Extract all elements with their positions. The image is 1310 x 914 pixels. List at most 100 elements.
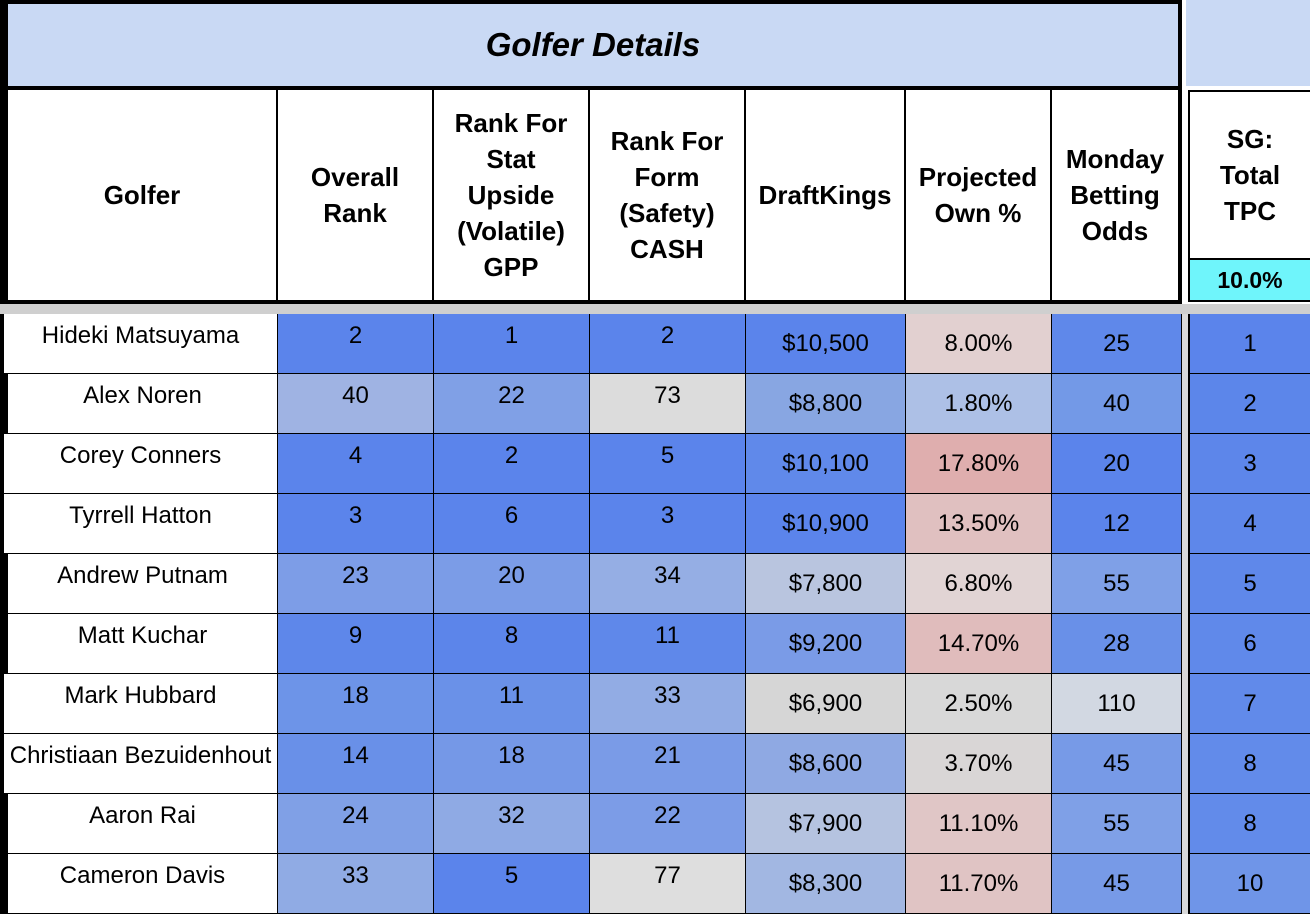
draftkings-salary-cell[interactable]: $7,800	[746, 554, 906, 614]
stat-rank-cell[interactable]: 8	[434, 614, 590, 674]
projected-own-cell[interactable]: 11.70%	[906, 854, 1052, 914]
draftkings-salary-cell[interactable]: $8,800	[746, 374, 906, 434]
overall-rank-cell[interactable]: 14	[278, 734, 434, 794]
sg-total-cell[interactable]: 8	[1188, 734, 1310, 794]
sg-total-cell[interactable]: 1	[1188, 314, 1310, 374]
golfer-name-cell[interactable]: Hideki Matsuyama	[0, 314, 278, 374]
stat-rank-cell[interactable]: 2	[434, 434, 590, 494]
draftkings-salary-cell[interactable]: $10,900	[746, 494, 906, 554]
column-gap	[1182, 674, 1188, 734]
column-gap	[1182, 374, 1188, 434]
draftkings-salary-cell[interactable]: $8,600	[746, 734, 906, 794]
overall-rank-cell[interactable]: 4	[278, 434, 434, 494]
table-row: Alex Noren 40 22 73 $8,800 1.80% 40 2	[0, 374, 1310, 434]
monday-odds-cell[interactable]: 55	[1052, 794, 1182, 854]
column-gap	[1182, 314, 1188, 374]
stat-rank-cell[interactable]: 20	[434, 554, 590, 614]
form-rank-cell[interactable]: 34	[590, 554, 746, 614]
title-bar[interactable]: Golfer Details	[0, 0, 1182, 90]
projected-own-cell[interactable]: 11.10%	[906, 794, 1052, 854]
sg-total-cell[interactable]: 2	[1188, 374, 1310, 434]
header-rank-form[interactable]: Rank For Form (Safety) CASH	[590, 90, 746, 304]
overall-rank-cell[interactable]: 3	[278, 494, 434, 554]
column-gap	[1182, 794, 1188, 854]
golfer-name-cell[interactable]: Christiaan Bezuidenhout	[0, 734, 278, 794]
table-row: Hideki Matsuyama 2 1 2 $10,500 8.00% 25 1	[0, 314, 1310, 374]
column-gap	[1182, 554, 1188, 614]
stat-rank-cell[interactable]: 22	[434, 374, 590, 434]
table-row: Mark Hubbard 18 11 33 $6,900 2.50% 110 7	[0, 674, 1310, 734]
overall-rank-cell[interactable]: 33	[278, 854, 434, 914]
draftkings-salary-cell[interactable]: $9,200	[746, 614, 906, 674]
overall-rank-cell[interactable]: 2	[278, 314, 434, 374]
golfer-name-cell[interactable]: Cameron Davis	[0, 854, 278, 914]
golfer-name-cell[interactable]: Alex Noren	[0, 374, 278, 434]
stat-rank-cell[interactable]: 32	[434, 794, 590, 854]
form-rank-cell[interactable]: 2	[590, 314, 746, 374]
stat-rank-cell[interactable]: 18	[434, 734, 590, 794]
header-projected-own[interactable]: Projected Own %	[906, 90, 1052, 304]
form-rank-cell[interactable]: 5	[590, 434, 746, 494]
monday-odds-cell[interactable]: 25	[1052, 314, 1182, 374]
form-rank-cell[interactable]: 21	[590, 734, 746, 794]
draftkings-salary-cell[interactable]: $7,900	[746, 794, 906, 854]
header-monday-odds[interactable]: Monday Betting Odds	[1052, 90, 1182, 304]
projected-own-cell[interactable]: 1.80%	[906, 374, 1052, 434]
projected-own-cell[interactable]: 8.00%	[906, 314, 1052, 374]
sg-total-cell[interactable]: 4	[1188, 494, 1310, 554]
monday-odds-cell[interactable]: 28	[1052, 614, 1182, 674]
draftkings-salary-cell[interactable]: $10,100	[746, 434, 906, 494]
golfer-name-cell[interactable]: Aaron Rai	[0, 794, 278, 854]
projected-own-cell[interactable]: 13.50%	[906, 494, 1052, 554]
form-rank-cell[interactable]: 77	[590, 854, 746, 914]
monday-odds-cell[interactable]: 45	[1052, 734, 1182, 794]
header-golfer[interactable]: Golfer	[0, 90, 278, 304]
header-draftkings[interactable]: DraftKings	[746, 90, 906, 304]
sg-total-cell[interactable]: 10	[1188, 854, 1310, 914]
overall-rank-cell[interactable]: 24	[278, 794, 434, 854]
monday-odds-cell[interactable]: 45	[1052, 854, 1182, 914]
projected-own-cell[interactable]: 2.50%	[906, 674, 1052, 734]
overall-rank-cell[interactable]: 18	[278, 674, 434, 734]
header-rank-stat-upside[interactable]: Rank For Stat Upside (Volatile) GPP	[434, 90, 590, 304]
golfer-name-cell[interactable]: Corey Conners	[0, 434, 278, 494]
stat-rank-cell[interactable]: 11	[434, 674, 590, 734]
sg-total-cell[interactable]: 6	[1188, 614, 1310, 674]
monday-odds-cell[interactable]: 55	[1052, 554, 1182, 614]
sg-total-cell[interactable]: 5	[1188, 554, 1310, 614]
sg-weight-cell[interactable]: 10.0%	[1188, 258, 1310, 302]
stat-rank-cell[interactable]: 5	[434, 854, 590, 914]
golfer-name-cell[interactable]: Matt Kuchar	[0, 614, 278, 674]
monday-odds-cell[interactable]: 110	[1052, 674, 1182, 734]
projected-own-cell[interactable]: 3.70%	[906, 734, 1052, 794]
overall-rank-cell[interactable]: 9	[278, 614, 434, 674]
projected-own-cell[interactable]: 6.80%	[906, 554, 1052, 614]
form-rank-cell[interactable]: 73	[590, 374, 746, 434]
sg-total-cell[interactable]: 3	[1188, 434, 1310, 494]
form-rank-cell[interactable]: 3	[590, 494, 746, 554]
golfer-name-cell[interactable]: Mark Hubbard	[0, 674, 278, 734]
draftkings-salary-cell[interactable]: $8,300	[746, 854, 906, 914]
header-sg-total[interactable]: SG: Total TPC	[1188, 90, 1310, 258]
form-rank-cell[interactable]: 33	[590, 674, 746, 734]
sg-total-cell[interactable]: 8	[1188, 794, 1310, 854]
stat-rank-cell[interactable]: 1	[434, 314, 590, 374]
title-side-fill	[1186, 0, 1310, 86]
monday-odds-cell[interactable]: 20	[1052, 434, 1182, 494]
projected-own-cell[interactable]: 17.80%	[906, 434, 1052, 494]
projected-own-cell[interactable]: 14.70%	[906, 614, 1052, 674]
stat-rank-cell[interactable]: 6	[434, 494, 590, 554]
draftkings-salary-cell[interactable]: $10,500	[746, 314, 906, 374]
draftkings-salary-cell[interactable]: $6,900	[746, 674, 906, 734]
form-rank-cell[interactable]: 11	[590, 614, 746, 674]
overall-rank-cell[interactable]: 40	[278, 374, 434, 434]
overall-rank-cell[interactable]: 23	[278, 554, 434, 614]
golfer-name-cell[interactable]: Andrew Putnam	[0, 554, 278, 614]
golfer-name-cell[interactable]: Tyrrell Hatton	[0, 494, 278, 554]
monday-odds-cell[interactable]: 40	[1052, 374, 1182, 434]
monday-odds-cell[interactable]: 12	[1052, 494, 1182, 554]
table-row: Tyrrell Hatton 3 6 3 $10,900 13.50% 12 4	[0, 494, 1310, 554]
form-rank-cell[interactable]: 22	[590, 794, 746, 854]
sg-total-cell[interactable]: 7	[1188, 674, 1310, 734]
header-overall-rank[interactable]: Overall Rank	[278, 90, 434, 304]
